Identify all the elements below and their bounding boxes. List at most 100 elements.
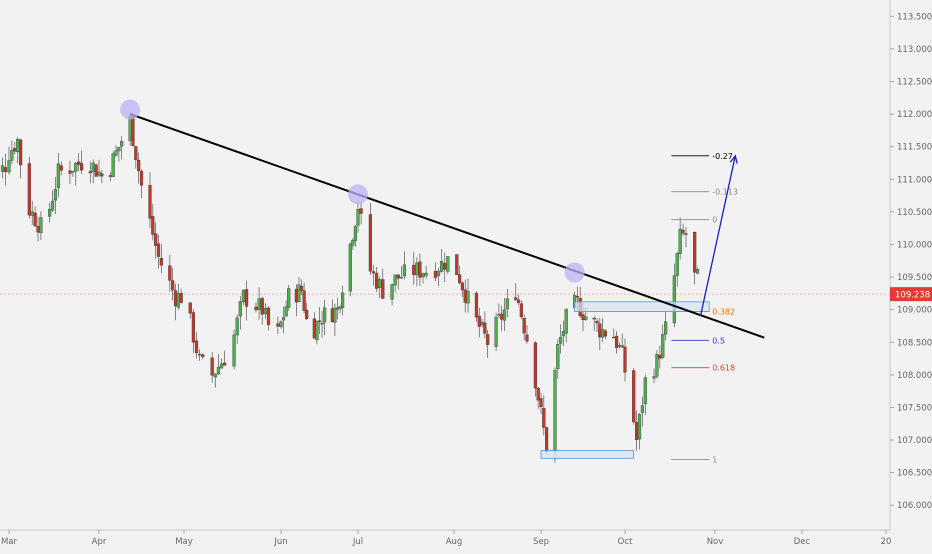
candle xyxy=(684,226,688,248)
candle-body xyxy=(238,301,242,317)
candle-body xyxy=(525,334,529,342)
candle xyxy=(320,311,324,338)
pivot-marker xyxy=(120,99,141,120)
candle xyxy=(418,253,422,286)
candle xyxy=(460,281,465,298)
candle xyxy=(198,349,202,361)
drawings-layer: -0.27 -0.113 0 0.382 0.5 0.618 1 xyxy=(120,99,765,465)
candle xyxy=(33,206,37,228)
candle-body xyxy=(68,170,72,174)
candle-body xyxy=(561,331,565,337)
candle xyxy=(486,329,490,358)
projection-arrow-shaft xyxy=(699,155,736,317)
candle xyxy=(159,244,163,274)
candle xyxy=(505,288,509,318)
candle xyxy=(545,426,549,454)
candle xyxy=(284,300,288,318)
candle-body xyxy=(94,164,98,177)
support-zone-lower xyxy=(540,450,635,459)
candle-body xyxy=(393,274,397,286)
candle-body xyxy=(176,293,180,308)
candle xyxy=(171,267,175,301)
candle xyxy=(302,282,306,314)
candle xyxy=(436,267,441,287)
candle xyxy=(266,306,271,331)
candle-body xyxy=(287,288,291,308)
candle xyxy=(592,316,596,331)
x-tick-label: Dec xyxy=(794,537,811,547)
candle xyxy=(637,412,642,450)
candle-body xyxy=(257,298,261,310)
candle-body xyxy=(672,275,676,324)
candle xyxy=(371,264,376,286)
candle-body xyxy=(137,160,141,171)
candle-body xyxy=(154,233,158,246)
x-tick-label: Jul xyxy=(352,537,363,547)
candle-body xyxy=(598,323,602,338)
candle-body xyxy=(637,414,642,440)
candle xyxy=(693,231,697,285)
candle xyxy=(210,352,214,383)
candle xyxy=(675,251,679,287)
candle xyxy=(168,254,172,292)
candle xyxy=(695,267,700,274)
candle-body xyxy=(356,209,360,226)
candle-body xyxy=(13,148,17,152)
candle xyxy=(440,249,444,273)
candle-body xyxy=(421,273,425,278)
candle xyxy=(396,274,400,290)
candle-body xyxy=(188,302,192,314)
candle xyxy=(678,217,682,260)
candle-body xyxy=(584,316,588,320)
candle xyxy=(620,333,624,349)
candle xyxy=(241,289,246,305)
candle xyxy=(305,303,309,321)
candle-body xyxy=(323,307,327,323)
candle xyxy=(399,266,403,279)
candle xyxy=(299,279,304,296)
candle xyxy=(333,303,337,336)
candle-body xyxy=(545,427,549,453)
candle-body xyxy=(396,274,400,279)
x-tick-label: Jun xyxy=(273,537,287,547)
candle-body xyxy=(595,320,599,324)
candle-body xyxy=(232,334,236,367)
candle xyxy=(632,368,636,425)
candle-body xyxy=(108,175,112,177)
candle xyxy=(402,251,407,280)
pivot-marker xyxy=(564,262,585,283)
candle-body xyxy=(33,212,37,227)
candle-body xyxy=(480,321,484,326)
candle xyxy=(213,373,217,388)
candle-body xyxy=(353,226,358,242)
last-price-badge xyxy=(890,287,932,302)
candle xyxy=(201,353,205,360)
candle-body xyxy=(0,165,5,172)
candle xyxy=(188,302,192,319)
candle-body xyxy=(632,370,636,423)
candle xyxy=(260,296,264,325)
candle xyxy=(542,395,546,436)
candle xyxy=(139,169,144,199)
candle-body xyxy=(658,354,662,359)
candle-body xyxy=(643,377,647,405)
fib-level-label: 1 xyxy=(712,456,717,465)
candle-body xyxy=(148,185,152,219)
candle-body xyxy=(120,140,124,147)
candle-body xyxy=(317,320,322,323)
candle xyxy=(483,311,487,339)
candle-body xyxy=(418,261,422,278)
candle xyxy=(536,386,540,409)
candle-body xyxy=(458,274,462,283)
candle-body xyxy=(463,289,467,303)
candle xyxy=(111,151,115,177)
candle xyxy=(191,309,195,353)
candle-body xyxy=(359,208,363,214)
candle-body xyxy=(7,160,11,173)
candle xyxy=(53,176,58,214)
candle xyxy=(652,368,656,384)
candle-body xyxy=(210,357,214,376)
candle xyxy=(553,367,557,463)
candle xyxy=(257,287,261,320)
